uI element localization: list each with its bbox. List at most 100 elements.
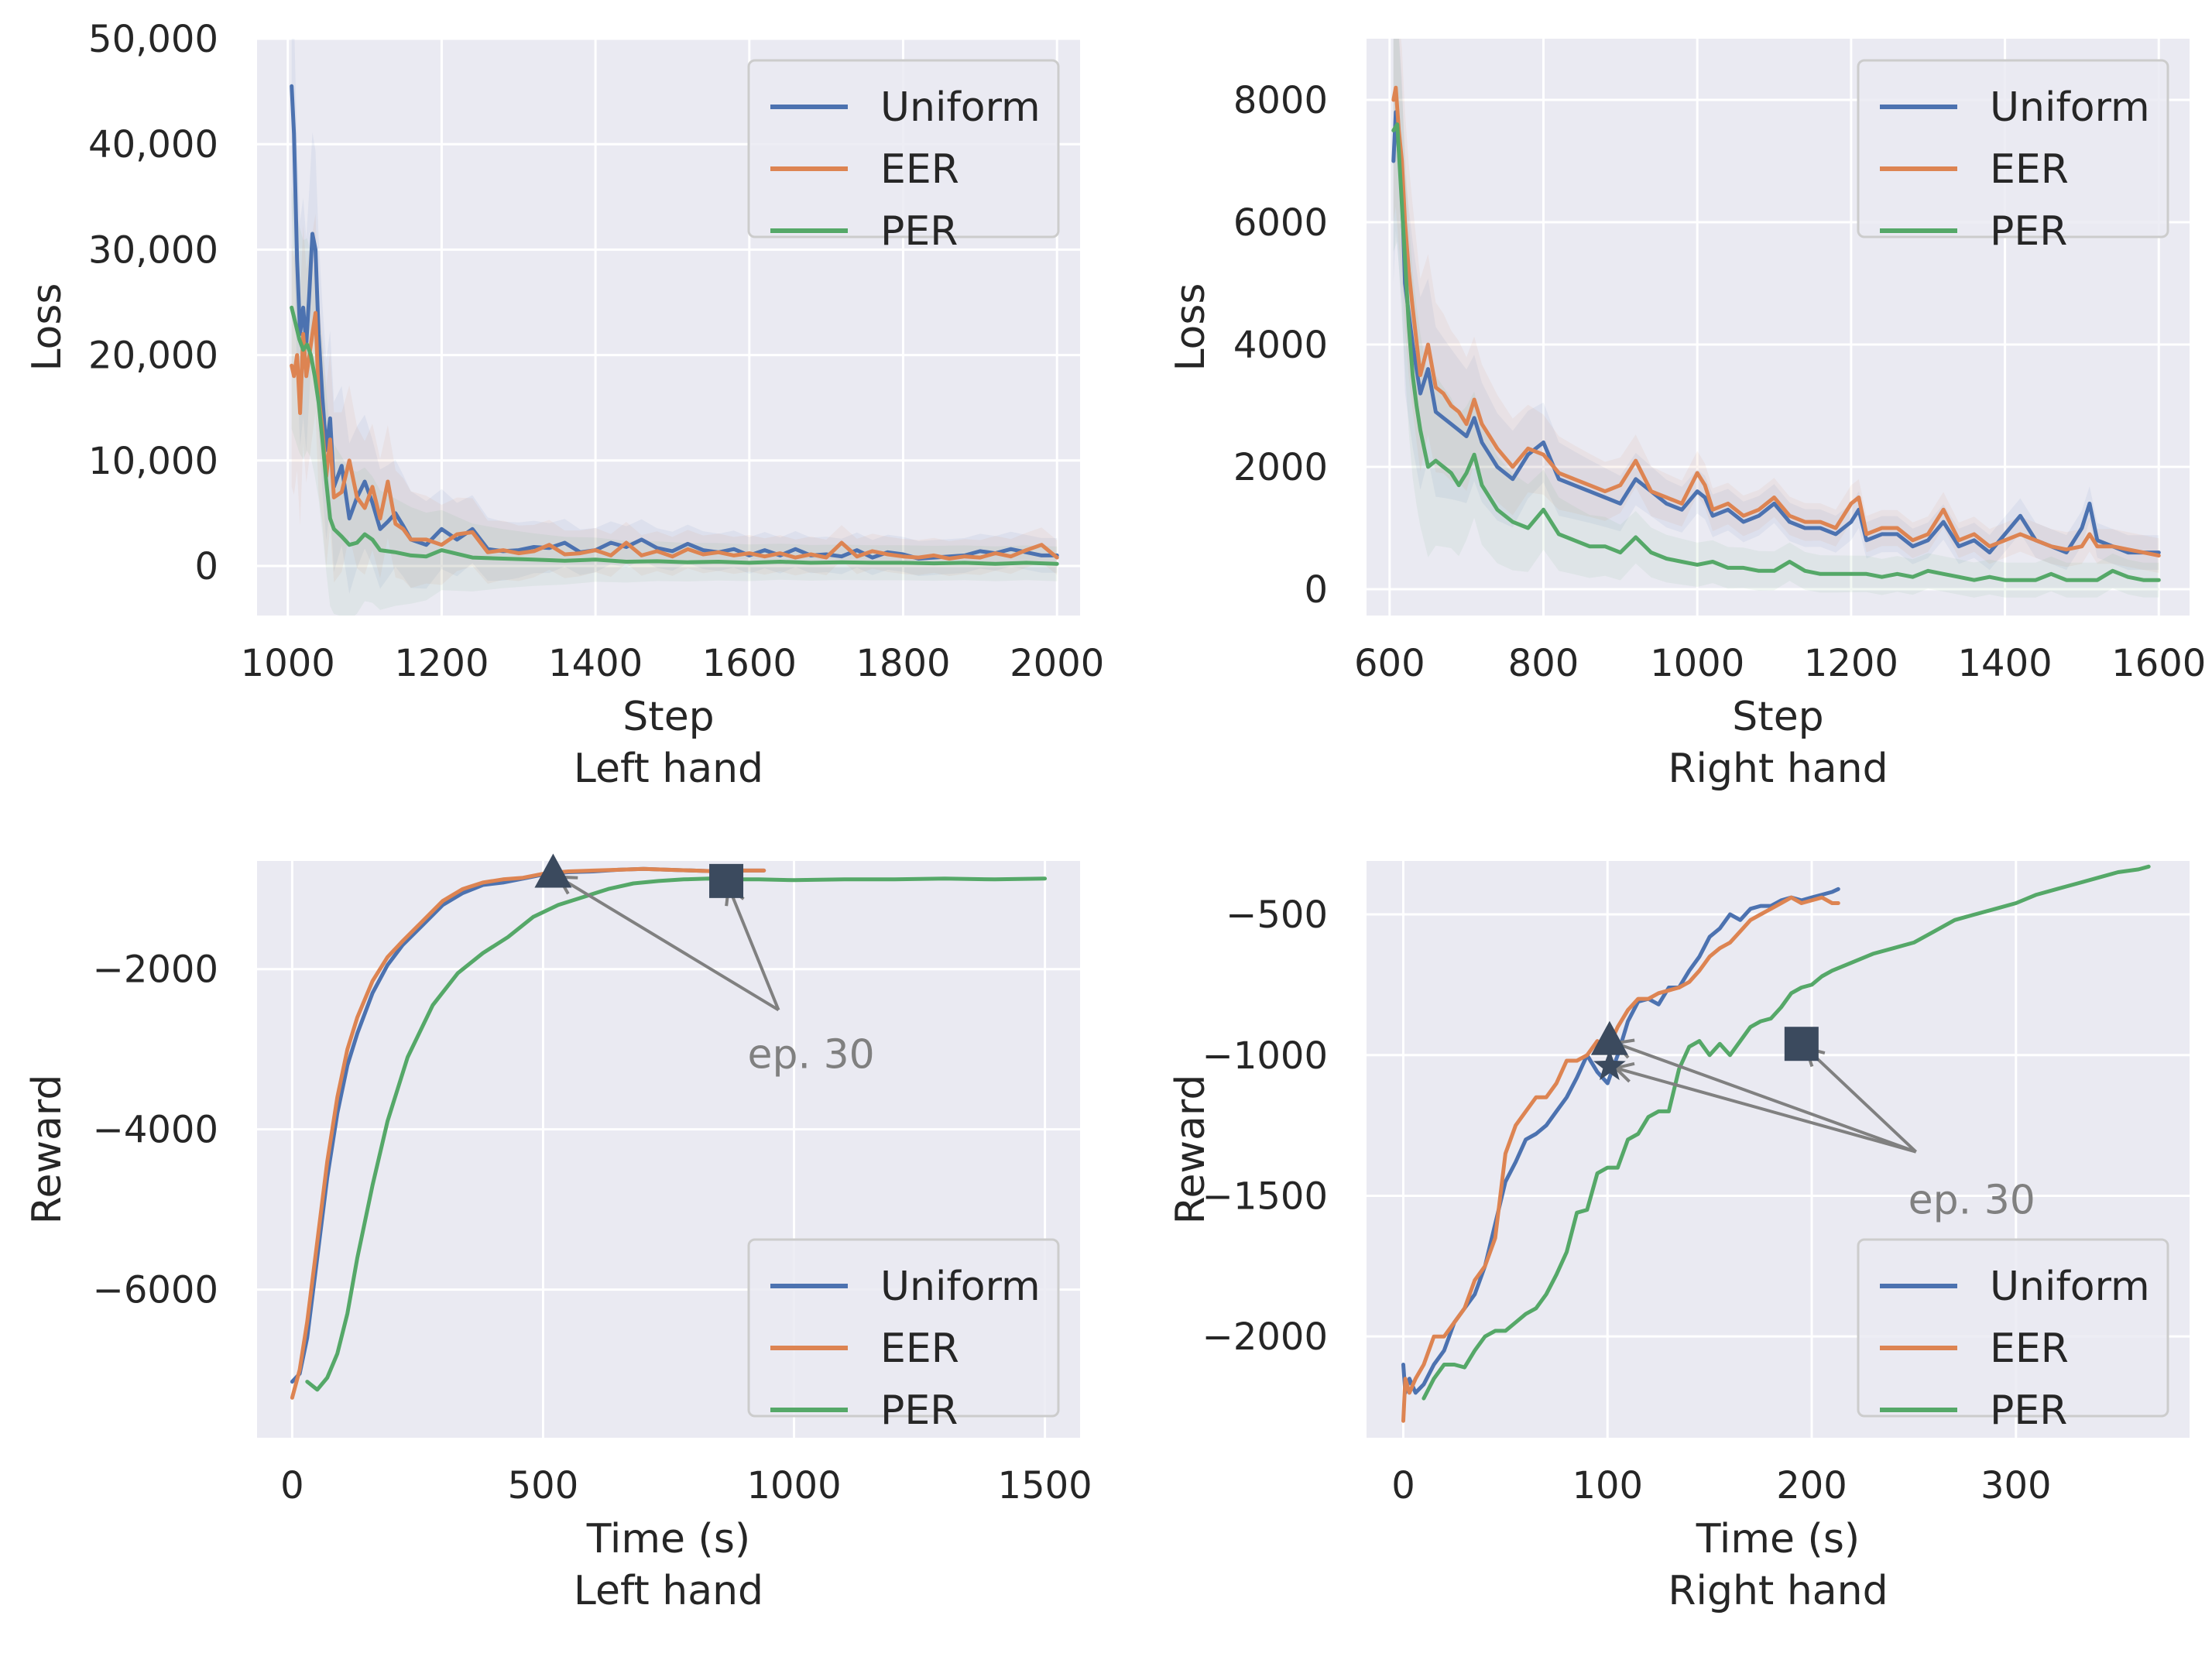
- star-marker: [1593, 1049, 1626, 1081]
- panel-subtitle: Left hand: [574, 746, 763, 792]
- annotation-text: ep. 30: [748, 1031, 875, 1078]
- triangle-marker: [534, 853, 572, 888]
- series-line-eer: [290, 866, 766, 1400]
- x-axis-label: Time (s): [1696, 1516, 1860, 1562]
- series-lines: [290, 866, 1048, 1400]
- y-tick-label: −2000: [93, 948, 218, 992]
- loss-right-panel: 600 800 1000 1200 1400 160002000400060008000 …: [1168, 39, 2206, 792]
- legend-label-per: PER: [880, 1387, 958, 1434]
- y-tick-label: −1500: [1202, 1175, 1328, 1218]
- x-tick-label: 200: [1776, 1464, 1847, 1507]
- loss-left-panel: 1000 1200 1400 1600 1800 2000 0 10,000 20,000 30,…: [24, 18, 1104, 792]
- x-axis-label: Step: [622, 694, 714, 740]
- x-tick-label: 1000: [1650, 642, 1744, 685]
- legend: Uniform EER PER: [747, 1238, 1060, 1434]
- panel-subtitle: Right hand: [1668, 746, 1888, 792]
- x-tick-label: 1600: [2111, 642, 2206, 685]
- y-tick-label: −6000: [93, 1269, 218, 1312]
- y-tick-label: −4000: [93, 1109, 218, 1152]
- x-tick-label: 1600: [702, 642, 797, 685]
- tick-labels: 0 100 200 300 −2000 −1500 −1000 −500: [1202, 893, 2052, 1507]
- series-line-per: [290, 305, 1059, 566]
- x-axis-label: Time (s): [586, 1516, 750, 1562]
- series-line-per: [1391, 122, 2161, 582]
- annotation-arrow: [1615, 1066, 1917, 1154]
- y-tick-label: −2000: [1202, 1315, 1328, 1359]
- y-tick-label: 0: [1304, 568, 1328, 612]
- y-tick-label: 6000: [1233, 201, 1328, 245]
- x-tick-label: 800: [1508, 642, 1579, 685]
- y-tick-label: 50,000: [88, 18, 218, 61]
- x-tick-label: 2000: [1010, 642, 1104, 685]
- x-axis-label: Step: [1732, 694, 1823, 740]
- annotation-arrow: [1805, 1047, 1918, 1154]
- y-tick-label: −500: [1226, 893, 1328, 937]
- x-tick-label: 0: [280, 1464, 304, 1507]
- annotation-arrow: [557, 875, 780, 1012]
- x-tick-label: 1000: [241, 642, 335, 685]
- x-tick-label: 1400: [1957, 642, 2052, 685]
- legend-label-per: PER: [880, 208, 958, 255]
- x-tick-label: 100: [1572, 1464, 1643, 1507]
- gridlines: [1367, 39, 2190, 616]
- legend-label-eer: EER: [1990, 146, 2069, 193]
- square-marker: [1784, 1027, 1819, 1061]
- x-tick-label: 1200: [1804, 642, 1898, 685]
- series-line-per: [305, 876, 1048, 1392]
- x-tick-label: 1200: [394, 642, 489, 685]
- y-tick-label: 0: [194, 545, 218, 588]
- y-tick-label: 2000: [1233, 446, 1328, 489]
- series-line-eer: [1391, 85, 2161, 558]
- y-tick-label: 30,000: [88, 228, 218, 272]
- confidence-bands: [1393, 39, 2159, 598]
- annotation-arrow: [1614, 1041, 1917, 1154]
- y-axis-label: Reward: [1168, 1075, 1214, 1225]
- series-line-per: [1422, 864, 2151, 1401]
- x-tick-label: 0: [1391, 1464, 1415, 1507]
- x-tick-label: 1500: [998, 1464, 1092, 1507]
- y-tick-label: 4000: [1233, 324, 1328, 367]
- y-axis-label: Loss: [24, 283, 70, 371]
- legend-label-uniform: Uniform: [880, 84, 1041, 131]
- series-line-uniform: [290, 84, 1059, 561]
- tick-labels: 1000 1200 1400 1600 1800 2000 0 10,000 20,000 30,…: [88, 18, 1104, 685]
- y-tick-label: 10,000: [88, 440, 218, 483]
- legend-label-eer: EER: [880, 146, 959, 193]
- legend: Uniform EER PER: [747, 59, 1060, 255]
- series-line-uniform: [1391, 110, 2161, 555]
- legend-label-uniform: Uniform: [880, 1264, 1041, 1310]
- markers: ep. 30: [534, 853, 875, 1078]
- x-tick-label: 1800: [856, 642, 950, 685]
- legend: Uniform EER PER: [1857, 1238, 2169, 1434]
- y-tick-label: 8000: [1233, 79, 1328, 122]
- x-tick-label: 500: [508, 1464, 579, 1507]
- y-axis-label: Loss: [1168, 283, 1214, 371]
- annotation-arrow: [727, 886, 780, 1011]
- tick-labels: 0 500 1000 1500 −6000 −4000 −2000: [93, 948, 1092, 1507]
- square-marker: [709, 863, 744, 898]
- y-tick-label: 40,000: [88, 123, 218, 166]
- x-tick-label: 600: [1354, 642, 1425, 685]
- legend-label-eer: EER: [880, 1325, 959, 1372]
- x-tick-label: 300: [1981, 1464, 2052, 1507]
- markers: ep. 30: [1590, 1020, 2035, 1224]
- panel-subtitle: Right hand: [1668, 1568, 1888, 1614]
- reward-right-panel: ep. 30 0 100 200 300 −2000 −1500 −1000 −500 Uni…: [1168, 861, 2190, 1614]
- band-uniform: [1393, 39, 2159, 571]
- series-lines: [290, 84, 1059, 566]
- legend-label-uniform: Uniform: [1990, 84, 2150, 131]
- triangle-marker: [1590, 1020, 1628, 1055]
- x-tick-label: 1000: [746, 1464, 841, 1507]
- reward-left-panel: ep. 30 0 500 1000 1500 −6000 −4000 −2000 Unifo…: [24, 853, 1092, 1614]
- x-tick-label: 1400: [548, 642, 643, 685]
- y-tick-label: −1000: [1202, 1034, 1328, 1078]
- panel-subtitle: Left hand: [574, 1568, 763, 1614]
- tick-labels: 600 800 1000 1200 1400 1600 0 2000 4000 6000 8000: [1233, 79, 2206, 685]
- y-tick-label: 20,000: [88, 334, 218, 378]
- legend-label-uniform: Uniform: [1990, 1264, 2150, 1310]
- legend-label-per: PER: [1990, 208, 2067, 255]
- legend: Uniform EER PER: [1857, 59, 2169, 255]
- legend-label-eer: EER: [1990, 1325, 2069, 1372]
- series-lines: [1391, 85, 2161, 582]
